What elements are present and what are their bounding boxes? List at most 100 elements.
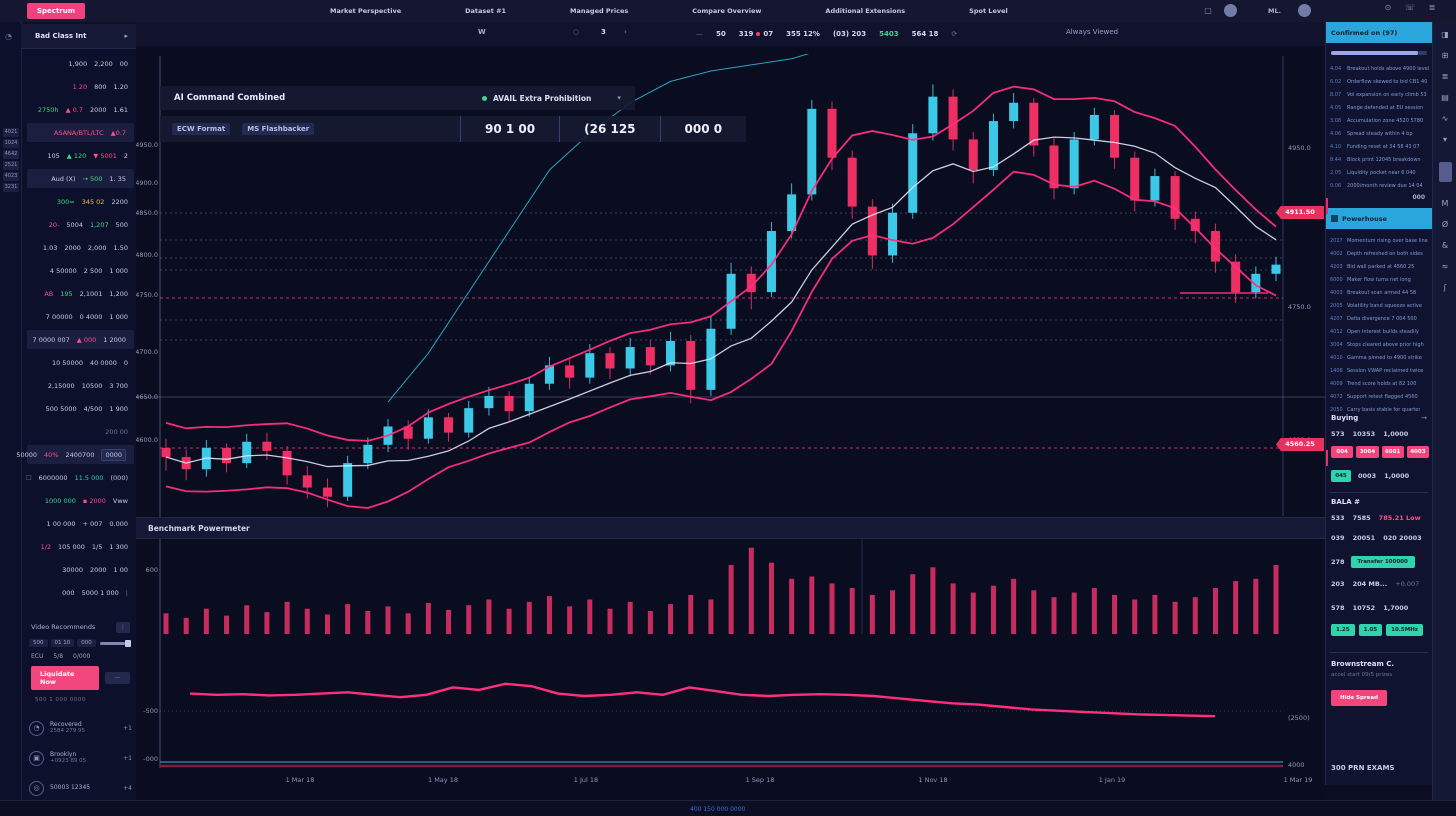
price-chart[interactable]: 4950.0 4900.0 4850.0 4800.0 4750.0 4700.0 4650…: [136, 46, 1325, 800]
chevron-right-icon[interactable]: ▸: [124, 32, 128, 40]
signal-row[interactable]: 6000 Maker flow turns net long: [1330, 273, 1430, 286]
watchlist-row[interactable]: 1 20 800 1.20: [21, 75, 136, 98]
signal-row[interactable]: 4010 Gamma pinned to 4900 strike: [1330, 351, 1430, 364]
panel-toggle-icon[interactable]: ◨: [1441, 30, 1449, 39]
signal-row[interactable]: 4207 Delta divergence 7 004 500: [1330, 312, 1430, 325]
watchlist-row[interactable]: 105 ▲ 120 ▼ 5001 2: [21, 144, 136, 167]
ml-label[interactable]: ML.: [1268, 7, 1282, 15]
filter-tag[interactable]: 500: [29, 639, 48, 647]
signal-row[interactable]: 3004 Stops cleared above prior high: [1330, 338, 1430, 351]
rail-mini-button[interactable]: 4023: [3, 172, 19, 181]
panel-icon[interactable]: ▢: [1204, 6, 1212, 15]
watchlist-row[interactable]: 10 50000 40 0000 0: [21, 351, 136, 374]
watchlist-row[interactable]: 500 5000 4/500 1 900: [21, 397, 136, 420]
collapse-icon[interactable]: ▾: [1442, 135, 1447, 144]
account-row[interactable]: ◔ Recovered 2584 279 95 +1: [21, 713, 136, 743]
watchlist-header[interactable]: Bad Class Int ▸: [21, 24, 136, 49]
pink-action-button[interactable]: 3004: [1356, 446, 1379, 458]
menu-item-spot-level[interactable]: Spot Level: [969, 7, 1008, 15]
chevron-right-icon[interactable]: ›: [624, 28, 627, 36]
filter-tag[interactable]: 000: [77, 639, 96, 647]
approve-button[interactable]: 045: [1331, 470, 1351, 482]
watchlist-row[interactable]: 300= 345 02 2200: [21, 190, 136, 213]
teal-action-button[interactable]: 1.05: [1358, 624, 1383, 636]
hide-spread-button[interactable]: Hide Spread: [1331, 690, 1387, 706]
brand-button[interactable]: Spectrum: [27, 3, 86, 19]
watchlist-row[interactable]: 200 00: [21, 420, 136, 443]
pink-action-button[interactable]: 004: [1331, 446, 1354, 458]
price-alert-badge[interactable]: 4911.50: [1276, 206, 1324, 219]
clock-icon[interactable]: ⊙: [1384, 3, 1392, 12]
phone-icon[interactable]: ☏: [1404, 3, 1415, 12]
disabled-icon[interactable]: Ø: [1441, 220, 1449, 229]
always-viewed-label[interactable]: Always Viewed: [1066, 28, 1119, 36]
signal-row[interactable]: 4203 Bid wall parked at 4560 25: [1330, 260, 1430, 273]
slider-knob[interactable]: [124, 639, 131, 647]
watchlist-row[interactable]: 1/2 105 000 1/5 1 300: [21, 535, 136, 558]
signal-row[interactable]: 4.05 Range defended at EU session: [1330, 101, 1430, 114]
teal-action-button[interactable]: 10.5MHz: [1386, 624, 1424, 636]
signal-row[interactable]: 6.02 Orderflow skewed to bid CB1 40: [1330, 75, 1430, 88]
amount-slider[interactable]: [99, 639, 131, 647]
eye-icon[interactable]: ◔: [5, 32, 12, 41]
curve-icon[interactable]: ≈: [1441, 262, 1449, 271]
signal-row[interactable]: 1408 Session VWAP reclaimed twice: [1330, 364, 1430, 377]
signal-row[interactable]: 4009 Trend score holds at 82 100: [1330, 377, 1430, 390]
marker-icon[interactable]: M: [1441, 199, 1449, 208]
list-icon[interactable]: ≣: [1441, 72, 1449, 81]
legend-menu-icon[interactable]: ▾: [617, 94, 621, 102]
pink-action-button[interactable]: 4003: [1406, 446, 1429, 458]
liquidate-button[interactable]: Liquidate Now: [31, 666, 100, 690]
watchlist-row[interactable]: 4 50000 2 500 1 000: [21, 259, 136, 282]
account-row[interactable]: ▣ Brooklyn +0923 89 05 +1: [21, 743, 136, 773]
signal-row[interactable]: 2005 Volatility band squeeze active: [1330, 299, 1430, 312]
filter-tag[interactable]: 01 10: [50, 639, 75, 647]
wave-icon[interactable]: ∿: [1441, 114, 1449, 123]
watchlist-row[interactable]: 2750h ▲ 0.7 2000 1.61: [21, 98, 136, 121]
rail-mini-button[interactable]: 3231: [3, 183, 19, 192]
menu-item-compare-overview[interactable]: Compare Overview: [692, 7, 762, 15]
format-chip[interactable]: ECW Format: [172, 123, 231, 135]
menu-item-managed-prices[interactable]: Managed Prices: [570, 7, 629, 15]
list-icon[interactable]: ≣: [1428, 3, 1436, 12]
rail-mini-button[interactable]: 4642: [3, 150, 19, 159]
signal-row[interactable]: 4003 Breakout scan armed 44 58: [1330, 286, 1430, 299]
signal-row[interactable]: 4.06 Spread steady within 4 bp: [1330, 127, 1430, 140]
rail-mini-button[interactable]: 4021: [3, 128, 19, 137]
signal-row[interactable]: 0.06 2000/month review due 14 04: [1330, 179, 1430, 192]
signal-row[interactable]: 4072 Support retest flagged 4560: [1330, 390, 1430, 403]
watchlist-row[interactable]: 2,15000 10500 3 700: [21, 374, 136, 397]
watchlist-row[interactable]: 000 5000 1 000 |: [21, 581, 136, 604]
watchlist-row[interactable]: 1 00 000 + 007 0.000: [21, 512, 136, 535]
watchlist-row[interactable]: 30000 2000 1 00: [21, 558, 136, 581]
rows-icon[interactable]: ▤: [1441, 93, 1449, 102]
target-icon[interactable]: ◌: [573, 28, 580, 36]
signal-row[interactable]: 4.04 Breakout holds above 4900 level: [1330, 62, 1430, 75]
watchlist-row[interactable]: 1,900 2,200 00: [21, 52, 136, 75]
watchlist-row[interactable]: ASANA/BTL/LTC ▲0.7: [27, 123, 134, 142]
more-options-button[interactable]: ⋮: [116, 621, 130, 633]
rail-scroll-thumb[interactable]: [1438, 162, 1452, 182]
integral-icon[interactable]: ʃ: [1443, 283, 1447, 292]
watchlist-row[interactable]: 50000 40% 2400700 0000: [16, 445, 134, 464]
link-icon[interactable]: &: [1441, 241, 1449, 250]
flashback-chip[interactable]: MS Flashbacker: [242, 123, 315, 135]
teal-action-button[interactable]: 1.25: [1331, 624, 1355, 636]
signal-row[interactable]: 8.44 Block print 12045 breakdown: [1330, 153, 1430, 166]
ghost-button[interactable]: —: [105, 672, 130, 684]
signal-row[interactable]: 4.10 Funding reset at 34 58 43 07: [1330, 140, 1430, 153]
watchlist-row[interactable]: ☐ 6000000 11.5 000 (000): [21, 466, 136, 489]
signal-row[interactable]: 4012 Open interest builds steadily: [1330, 325, 1430, 338]
watchlist-row[interactable]: 1.03 2000 2,000 1.50: [21, 236, 136, 259]
rail-mini-button[interactable]: 1024: [3, 139, 19, 148]
menu-item-additional-extensions[interactable]: Additional Extensions: [825, 7, 906, 15]
signal-row[interactable]: 8.07 Vol expansion on early climb 53: [1330, 88, 1430, 101]
grid-icon[interactable]: ⊞: [1441, 51, 1449, 60]
confirmed-header[interactable]: Confirmed on (97): [1326, 22, 1433, 43]
arrow-right-icon[interactable]: →: [1421, 414, 1427, 422]
chart-source[interactable]: AVAIL Extra Prohibition ▾: [468, 86, 635, 110]
menu-item-dataset-1[interactable]: Dataset #1: [465, 7, 507, 15]
avatar[interactable]: [1224, 4, 1237, 17]
watchlist-row[interactable]: 7 0000 007 ▲ 000 1 2000: [27, 330, 134, 349]
interval-value[interactable]: 3: [601, 28, 606, 36]
